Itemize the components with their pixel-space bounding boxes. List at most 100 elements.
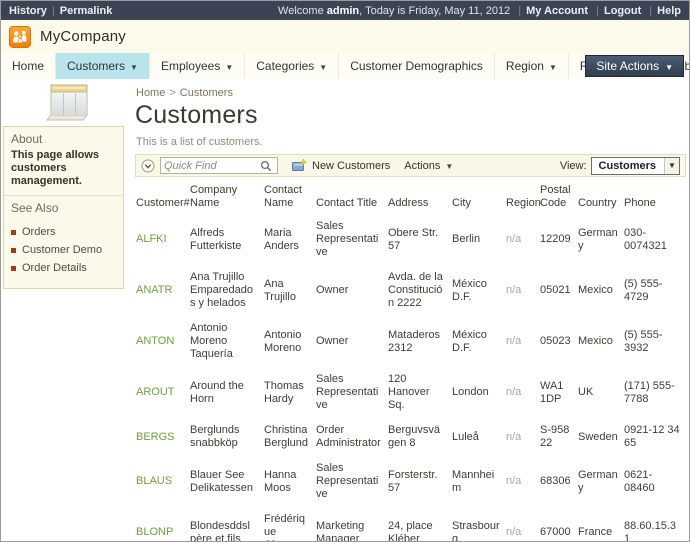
cell-country: Germany <box>577 214 623 265</box>
main-panel: Home>Customers Customers This is a list … <box>132 79 690 542</box>
sidebar-link-customer-demo[interactable]: Customer Demo <box>11 244 116 256</box>
sidebar-link-label: Customer Demo <box>22 244 102 256</box>
cell-company: Antonio Moreno Taquería <box>189 316 263 367</box>
new-customers-button[interactable]: New Customers <box>292 159 390 172</box>
tab-employees[interactable]: Employees▼ <box>150 53 245 79</box>
column-header[interactable]: Contact Title <box>315 181 387 214</box>
customer-link[interactable]: AROUT <box>136 386 175 398</box>
divider: | <box>649 5 652 17</box>
customer-link[interactable]: BERGS <box>136 431 175 443</box>
cell-title: Marketing Manager <box>315 507 387 542</box>
cell-company: Blondesddsl père et fils <box>189 507 263 542</box>
chevron-down-icon: ▼ <box>445 162 453 171</box>
cell-city: México D.F. <box>451 316 505 367</box>
tab-label: Customers <box>67 59 125 73</box>
username: admin <box>327 5 359 17</box>
cell-region: n/a <box>505 367 539 418</box>
cell-address: 24, place Kléber <box>387 507 451 542</box>
cell-phone: (171) 555-7788 <box>623 367 686 418</box>
cell-city: Strasbourg <box>451 507 505 542</box>
customer-link[interactable]: BLAUS <box>136 475 172 487</box>
table-row: ANTONAntonio Moreno TaqueríaAntonio More… <box>135 316 686 367</box>
bullet-icon <box>11 248 16 253</box>
chevron-down-icon: ▼ <box>665 63 673 72</box>
cell-customer: BERGS <box>135 418 189 456</box>
toolbar: New Customers Actions ▼ View: Customers … <box>135 154 686 177</box>
customer-link[interactable]: ANTON <box>136 335 174 347</box>
content-area: About This page allows customers managem… <box>1 79 689 542</box>
customer-link[interactable]: ALFKI <box>136 233 167 245</box>
permalink-link[interactable]: Permalink <box>60 5 113 17</box>
tab-label: Employees <box>161 59 220 73</box>
page-description: This is a list of customers. <box>136 136 686 148</box>
tab-home[interactable]: Home <box>1 53 56 79</box>
column-header[interactable]: Postal Code <box>539 181 577 214</box>
see-also-heading: See Also <box>4 196 123 217</box>
column-header[interactable]: Company Name <box>189 181 263 214</box>
cell-country: Sweden <box>577 418 623 456</box>
customer-link[interactable]: ANATR <box>136 284 172 296</box>
column-header[interactable]: Address <box>387 181 451 214</box>
actions-button[interactable]: Actions ▼ <box>404 160 453 172</box>
column-header[interactable]: Customer# <box>135 181 189 214</box>
my-account-link[interactable]: My Account <box>526 5 588 17</box>
cell-region: n/a <box>505 456 539 507</box>
customers-table: Customer#Company NameContact NameContact… <box>135 181 686 542</box>
cell-city: London <box>451 367 505 418</box>
view-selected-value: Customers <box>592 158 664 174</box>
breadcrumb-current[interactable]: Customers <box>180 87 233 99</box>
breadcrumb-home-link[interactable]: Home <box>136 87 165 99</box>
brand-name: MyCompany <box>40 28 126 45</box>
cell-address: Avda. de la Constitución 2222 <box>387 265 451 316</box>
cell-city: Berlin <box>451 214 505 265</box>
column-header[interactable]: Contact Name <box>263 181 315 214</box>
sidebar: About This page allows customers managem… <box>1 79 132 542</box>
cell-company: Ana Trujillo Emparedados y helados <box>189 265 263 316</box>
nav-bar: HomeCustomers▼Employees▼Categories▼Custo… <box>1 53 689 79</box>
sidebar-link-order-details[interactable]: Order Details <box>11 262 116 274</box>
site-actions-button[interactable]: Site Actions ▼ <box>585 55 684 77</box>
logout-link[interactable]: Logout <box>604 5 641 17</box>
cell-phone: 88.60.15.31 <box>623 507 686 542</box>
customer-link[interactable]: BLONP <box>136 526 173 538</box>
search-icon[interactable] <box>260 160 272 172</box>
list-icon <box>45 84 91 122</box>
company-logo-icon <box>9 26 31 48</box>
breadcrumb: Home>Customers <box>136 87 686 99</box>
tab-label: Region <box>506 59 544 73</box>
about-text: This page allows customers management. <box>4 148 123 195</box>
cell-region: n/a <box>505 265 539 316</box>
column-header[interactable]: City <box>451 181 505 214</box>
table-row: BLAUSBlauer See DelikatessenHanna MoosSa… <box>135 456 686 507</box>
column-header[interactable]: Phone <box>623 181 686 214</box>
cell-contact: Thomas Hardy <box>263 367 315 418</box>
tab-categories[interactable]: Categories▼ <box>245 53 339 79</box>
history-link[interactable]: History <box>9 5 47 17</box>
tab-customers[interactable]: Customers▼ <box>56 53 150 79</box>
bullet-icon <box>11 266 16 271</box>
cell-city: México D.F. <box>451 265 505 316</box>
top-bar: History | Permalink Welcome admin, Today i… <box>1 1 689 20</box>
cell-region: n/a <box>505 214 539 265</box>
column-header[interactable]: Country <box>577 181 623 214</box>
cell-customer: ANTON <box>135 316 189 367</box>
view-selector[interactable]: Customers ▼ <box>591 157 680 175</box>
column-header[interactable]: Region <box>505 181 539 214</box>
cell-city: Luleå <box>451 418 505 456</box>
page-title: Customers <box>135 101 686 130</box>
view-label: View: <box>560 160 587 172</box>
sidebar-link-orders[interactable]: Orders <box>11 226 116 238</box>
welcome-text: Welcome admin, Today is Friday, May 11, … <box>278 5 510 17</box>
search-options-toggle-icon[interactable] <box>141 159 155 173</box>
help-link[interactable]: Help <box>657 5 681 17</box>
tab-customer-demographics[interactable]: Customer Demographics <box>339 53 495 79</box>
cell-company: Alfreds Futterkiste <box>189 214 263 265</box>
cell-country: UK <box>577 367 623 418</box>
cell-postal: 12209 <box>539 214 577 265</box>
table-row: ALFKIAlfreds FutterkisteMaria AndersSale… <box>135 214 686 265</box>
tab-region[interactable]: Region▼ <box>495 53 569 79</box>
chevron-down-icon: ▼ <box>664 158 679 174</box>
quick-find-input[interactable] <box>164 160 260 172</box>
cell-phone: 0621-08460 <box>623 456 686 507</box>
table-row: BERGSBerglunds snabbköpChristina Berglun… <box>135 418 686 456</box>
